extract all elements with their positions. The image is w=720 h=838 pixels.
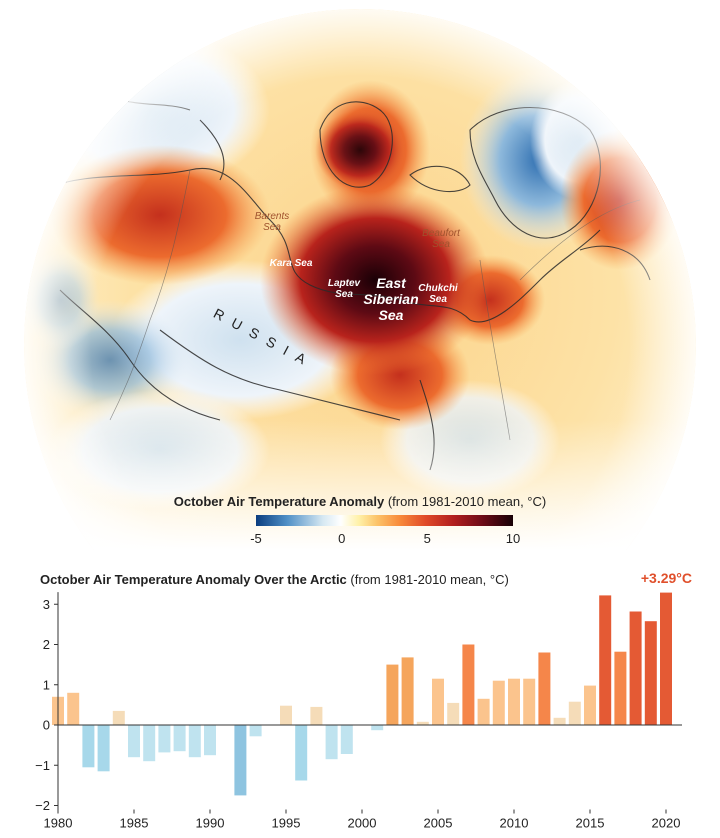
bar-2017: [614, 651, 627, 725]
barents-sea-label: Barents Sea: [254, 211, 290, 233]
bar-1995: [280, 705, 292, 725]
bar-group: [52, 592, 682, 796]
y-tick-label: −2: [35, 798, 50, 813]
bar-2013: [553, 717, 566, 725]
bar-1986: [143, 725, 156, 762]
bar-2020: [660, 592, 672, 725]
y-tick-label: 0: [43, 718, 50, 733]
bar-1984: [112, 710, 125, 725]
bar-2019: [644, 621, 657, 725]
bar-1988: [173, 725, 186, 752]
bar-1982: [82, 725, 95, 768]
beaufort-sea-label: Beaufort Sea: [422, 228, 460, 250]
kara-sea-label: Kara Sea: [269, 258, 313, 269]
bar-2004: [416, 721, 429, 725]
bar-2002: [386, 664, 399, 725]
colorbar-tick: 0: [338, 531, 346, 546]
x-tick-label: 1985: [120, 816, 149, 831]
bar-1992: [234, 725, 247, 796]
globe-surface: [24, 9, 696, 550]
bar-2010: [508, 678, 520, 725]
bar-1989: [188, 725, 201, 758]
colorbar-tick: -5: [250, 531, 262, 546]
bar-2008: [477, 698, 490, 725]
x-tick-label: 1990: [196, 816, 225, 831]
bar-2009: [492, 680, 505, 725]
colorbar-tick: 10: [505, 531, 521, 546]
bar-2015: [584, 685, 596, 725]
bar-1981: [67, 692, 80, 725]
bar-2014: [568, 701, 581, 725]
bar-2016: [599, 595, 612, 725]
east-siberian-sea-label: East Siberian Sea: [363, 275, 419, 324]
bar-1993: [249, 725, 262, 737]
x-tick-label: 1995: [272, 816, 301, 831]
laptev-sea-label: Laptev Sea: [327, 278, 361, 300]
bar-1987: [158, 725, 171, 753]
bar-1983: [97, 725, 110, 772]
bar-1997: [310, 706, 323, 725]
x-tick-label: 2005: [424, 816, 453, 831]
bar-1990: [204, 725, 216, 756]
colorbar-title-rest: (from 1981-2010 mean, °C): [387, 494, 547, 509]
y-tick-label: 2: [43, 637, 50, 652]
y-tick-label: −1: [35, 758, 50, 773]
bar-2005: [432, 678, 444, 725]
colorbar-tick: 5: [423, 531, 431, 546]
chukchi-sea-label: Chukchi Sea: [418, 283, 458, 305]
x-tick-label: 2015: [576, 816, 605, 831]
bar-1996: [295, 725, 308, 781]
bar-2011: [523, 678, 536, 725]
y-tick-label: 3: [43, 597, 50, 612]
max-value-callout: +3.29°C: [640, 570, 692, 586]
bar-2018: [629, 611, 642, 725]
arctic-globe-map: [24, 9, 696, 550]
bar-1999: [340, 725, 353, 754]
x-tick-label: 2010: [500, 816, 529, 831]
bar-2006: [447, 702, 460, 725]
bar-1998: [325, 725, 338, 760]
y-axis: 3 2 1 0 −1 −2: [35, 592, 59, 813]
bar-2007: [462, 644, 475, 725]
chart-title: October Air Temperature Anomaly Over the…: [40, 572, 509, 587]
x-tick-label: 2020: [652, 816, 681, 831]
bar-2012: [538, 652, 551, 725]
x-tick-label: 1980: [44, 816, 73, 831]
colorbar-title-bold: October Air Temperature Anomaly: [173, 494, 385, 509]
bar-2003: [401, 657, 414, 725]
y-tick-label: 1: [43, 677, 50, 692]
anomaly-bar-chart: 3 2 1 0 −1 −2 1980 1985 1990 1995 2000 2005 2010 201…: [35, 592, 682, 831]
chart-title-bold: October Air Temperature Anomaly Over the…: [40, 572, 347, 587]
x-axis: 1980 1985 1990 1995 2000 2005 2010 2015 2020: [44, 809, 681, 831]
chart-subtitle: (from 1981-2010 mean, °C): [350, 572, 509, 587]
globe-map-section: Barents Sea Kara Sea Laptev Sea East Siberi…: [0, 9, 720, 550]
colorbar: [256, 515, 513, 526]
bar-1985: [128, 725, 140, 758]
x-tick-label: 2000: [348, 816, 377, 831]
bar-2001: [371, 725, 384, 731]
colorbar-title: October Air Temperature Anomaly (from 19…: [0, 494, 720, 509]
